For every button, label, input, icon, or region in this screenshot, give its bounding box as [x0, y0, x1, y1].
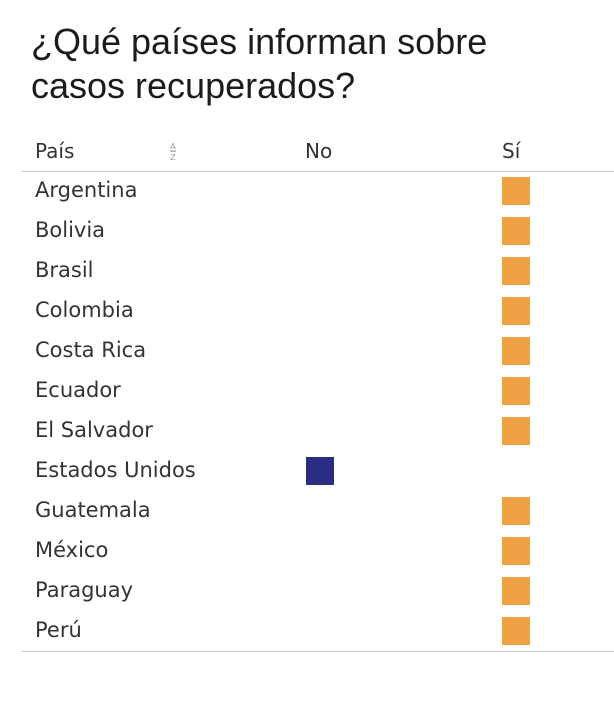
table-row[interactable]: El Salvador: [22, 412, 614, 452]
country-label: Costa Rica: [35, 338, 147, 362]
table-bottom-rule: [22, 651, 614, 652]
country-label: Perú: [35, 618, 82, 642]
mark-yes[interactable]: [502, 417, 530, 445]
mark-yes[interactable]: [502, 177, 530, 205]
country-label: Guatemala: [35, 498, 151, 522]
table-row[interactable]: Costa Rica: [22, 332, 614, 372]
country-label: Ecuador: [35, 378, 121, 402]
chart-title-line-2: casos recuperados?: [31, 65, 356, 106]
mark-yes[interactable]: [502, 577, 530, 605]
table-row[interactable]: México: [22, 532, 614, 572]
country-label: Bolivia: [35, 218, 106, 242]
column-header-yes: Sí: [502, 139, 521, 163]
column-header-no: No: [305, 139, 333, 163]
sort-alpha-ascending-icon[interactable]: A Z: [168, 140, 178, 162]
mark-yes[interactable]: [502, 537, 530, 565]
country-label: México: [35, 538, 109, 562]
table-row[interactable]: Colombia: [22, 292, 614, 332]
mark-yes[interactable]: [502, 337, 530, 365]
table-row[interactable]: Perú: [22, 612, 614, 652]
country-label: Brasil: [35, 258, 94, 282]
country-label: El Salvador: [35, 418, 153, 442]
country-label: Estados Unidos: [35, 458, 196, 482]
mark-yes[interactable]: [502, 217, 530, 245]
table-row[interactable]: Ecuador: [22, 372, 614, 412]
country-label: Argentina: [35, 178, 138, 202]
chart-title: ¿Qué países informan sobre casos recuper…: [31, 20, 591, 108]
mark-no[interactable]: [306, 457, 334, 485]
mark-yes[interactable]: [502, 617, 530, 645]
country-label: Paraguay: [35, 578, 134, 602]
table-row[interactable]: Brasil: [22, 252, 614, 292]
table-row[interactable]: Argentina: [22, 172, 614, 212]
table-row[interactable]: Estados Unidos: [22, 452, 614, 492]
column-header-country[interactable]: País: [35, 139, 75, 163]
table-header: País A Z No Sí: [22, 132, 614, 172]
country-label: Colombia: [35, 298, 134, 322]
table-row[interactable]: Paraguay: [22, 572, 614, 612]
chart-title-line-1: ¿Qué países informan sobre: [31, 21, 488, 62]
table-row[interactable]: Bolivia: [22, 212, 614, 252]
table-body: Argentina Bolivia Brasil Colombia Costa Rica…: [22, 172, 614, 652]
svg-text:Z: Z: [170, 153, 176, 162]
mark-yes[interactable]: [502, 377, 530, 405]
mark-yes[interactable]: [502, 297, 530, 325]
svg-text:A: A: [170, 142, 176, 151]
table-row[interactable]: Guatemala: [22, 492, 614, 532]
mark-yes[interactable]: [502, 257, 530, 285]
mark-yes[interactable]: [502, 497, 530, 525]
